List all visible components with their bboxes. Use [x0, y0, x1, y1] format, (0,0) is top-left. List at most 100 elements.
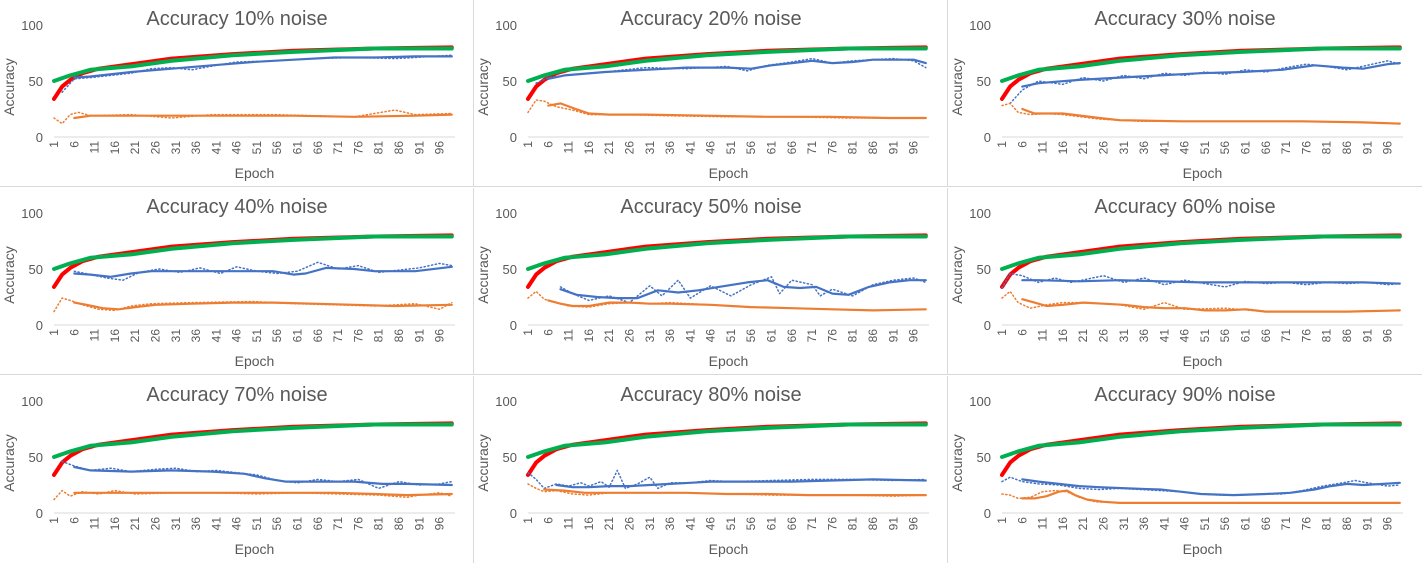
- x-tick-label: 51: [250, 517, 264, 531]
- y-tick-label: 0: [36, 130, 43, 145]
- x-tick-label: 61: [765, 141, 779, 155]
- x-tick-label: 11: [562, 329, 576, 342]
- x-tick-label: 1: [47, 141, 61, 148]
- y-tick-label: 0: [984, 506, 991, 521]
- x-tick-label: 71: [331, 329, 345, 343]
- x-tick-label: 71: [331, 141, 345, 155]
- x-tick-label: 86: [392, 517, 406, 531]
- chart-panel: Accuracy 20% noise 0 50 100 Accuracy 1 6 11 16 21…: [474, 0, 948, 187]
- x-tick-label: 76: [1299, 329, 1313, 343]
- x-tick-label: 36: [663, 517, 677, 531]
- x-tick-label: 96: [433, 517, 447, 531]
- series-line-orange: [543, 488, 927, 497]
- chart-panel: Accuracy 90% noise 0 50 100 Accuracy 1 6 11 16 21…: [948, 376, 1422, 563]
- series-line-orange: [1021, 489, 1401, 504]
- x-tick-label: 61: [765, 329, 779, 343]
- x-tick-label: 86: [1340, 329, 1354, 343]
- series-line-blue-dotted: [61, 460, 453, 490]
- x-tick-label: 41: [683, 329, 697, 343]
- y-tick-label: 50: [503, 74, 517, 89]
- x-tick-label: 56: [744, 329, 758, 343]
- x-tick-label: 21: [128, 329, 142, 343]
- x-tick-label: 96: [907, 329, 921, 343]
- y-tick-label: 50: [977, 74, 991, 89]
- x-tick-label: 1: [995, 329, 1009, 336]
- x-tick-label: 96: [907, 517, 921, 531]
- x-tick-label: 51: [250, 329, 264, 343]
- x-tick-label: 46: [230, 329, 244, 343]
- x-tick-label: 91: [886, 517, 900, 531]
- y-tick-label: 100: [21, 394, 43, 409]
- x-tick-label: 66: [311, 329, 325, 343]
- x-tick-label: 91: [412, 329, 426, 343]
- x-tick-label: 96: [433, 329, 447, 343]
- x-axis-label: Epoch: [235, 165, 275, 181]
- x-tick-label: 1: [47, 517, 61, 524]
- x-tick-label: 36: [663, 329, 677, 343]
- x-tick-label: 46: [1178, 141, 1192, 155]
- x-tick-label: 51: [1198, 141, 1212, 155]
- x-tick-label: 56: [270, 141, 284, 155]
- x-tick-label: 21: [1076, 329, 1090, 343]
- x-tick-label: 71: [1279, 329, 1293, 343]
- y-axis-label: Accuracy: [475, 58, 491, 116]
- y-axis-label: Accuracy: [475, 434, 491, 492]
- x-tick-label: 61: [291, 141, 305, 155]
- series-line-green: [526, 422, 928, 459]
- x-tick-label: 76: [1299, 517, 1313, 531]
- chart-title: Accuracy 10% noise: [146, 8, 327, 30]
- x-tick-label: 86: [866, 329, 880, 343]
- x-tick-label: 86: [1340, 517, 1354, 531]
- y-tick-label: 100: [495, 18, 517, 33]
- x-tick-label: 91: [886, 329, 900, 343]
- x-tick-label: 26: [622, 141, 636, 155]
- x-tick-label: 81: [372, 141, 386, 155]
- x-tick-label: 41: [209, 141, 223, 155]
- chart-title: Accuracy 40% noise: [146, 196, 327, 218]
- y-axis-label: Accuracy: [949, 246, 965, 304]
- x-tick-label: 61: [1239, 141, 1253, 155]
- x-tick-label: 71: [805, 517, 819, 531]
- y-tick-label: 100: [969, 206, 991, 221]
- x-tick-label: 11: [1036, 517, 1050, 530]
- x-tick-label: 6: [67, 517, 81, 524]
- chart-panel: Accuracy 10% noise 0 50 100 Accuracy 1 6 11 16 21…: [0, 0, 474, 187]
- x-tick-label: 6: [1015, 141, 1029, 148]
- series-line-orange-dotted: [1001, 290, 1401, 313]
- y-tick-label: 0: [984, 130, 991, 145]
- x-tick-label: 21: [128, 141, 142, 155]
- x-tick-label: 31: [643, 329, 657, 343]
- chart-title: Accuracy 20% noise: [620, 8, 801, 30]
- x-tick-label: 31: [169, 141, 183, 155]
- y-tick-label: 0: [510, 318, 517, 333]
- y-tick-label: 0: [36, 506, 43, 521]
- series-line-green: [526, 46, 928, 83]
- x-tick-label: 31: [1117, 517, 1131, 531]
- x-tick-label: 1: [995, 141, 1009, 148]
- x-tick-label: 1: [521, 517, 535, 524]
- series-line-blue: [73, 466, 453, 487]
- y-tick-label: 0: [510, 506, 517, 521]
- chart-panel: Accuracy 30% noise 0 50 100 Accuracy 1 6 11 16 21…: [948, 0, 1422, 187]
- x-tick-label: 26: [148, 141, 162, 155]
- x-tick-label: 76: [825, 329, 839, 343]
- series-line-blue: [1021, 62, 1401, 88]
- x-tick-label: 1: [521, 141, 535, 148]
- series-line-blue: [547, 58, 927, 80]
- x-tick-label: 26: [1096, 329, 1110, 343]
- x-tick-label: 36: [1137, 517, 1151, 531]
- chart-panel: Accuracy 40% noise 0 50 100 Accuracy 1 6 11 16 21…: [0, 188, 474, 375]
- x-tick-label: 96: [907, 141, 921, 155]
- series-line-green: [52, 234, 454, 271]
- x-tick-label: 96: [1381, 329, 1395, 343]
- y-tick-label: 50: [29, 262, 43, 277]
- x-tick-label: 36: [189, 517, 203, 531]
- x-tick-label: 66: [1259, 517, 1273, 531]
- x-tick-label: 36: [189, 141, 203, 155]
- series-line-blue: [559, 279, 927, 300]
- x-tick-label: 46: [704, 329, 718, 343]
